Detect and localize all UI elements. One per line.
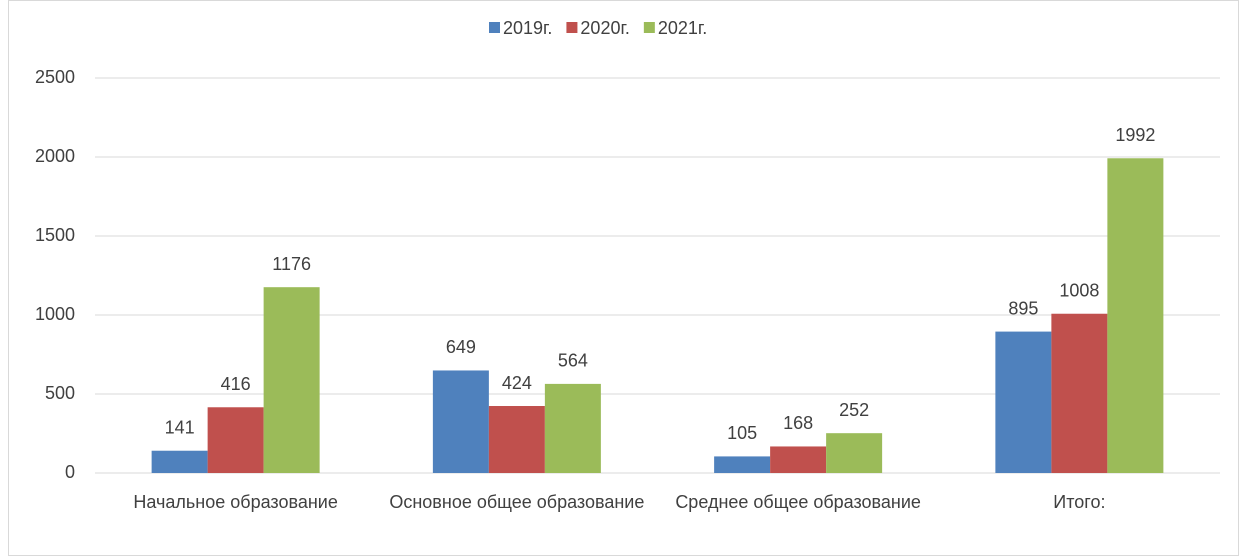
y-tick-label: 1500 [35, 225, 75, 245]
bar [432, 370, 489, 473]
chart-border [8, 0, 1239, 556]
y-tick-label: 1000 [35, 304, 75, 324]
x-tick-label: Основное общее образование [389, 492, 645, 512]
legend-label: 2021г. [658, 18, 707, 38]
x-tick-label: Среднее общее образование [675, 492, 921, 512]
bar [1107, 158, 1164, 473]
bar [207, 407, 264, 473]
legend-swatch [566, 22, 578, 33]
data-label: 1008 [1059, 280, 1099, 300]
y-tick-label: 500 [45, 383, 75, 403]
y-tick-label: 2500 [35, 67, 75, 87]
data-label: 252 [839, 400, 869, 420]
data-label: 649 [446, 337, 476, 357]
x-tick-label: Итого: [1053, 492, 1106, 512]
legend-swatch [643, 22, 655, 33]
data-label: 1176 [272, 254, 311, 274]
data-label: 1992 [1115, 125, 1155, 145]
bar [714, 456, 771, 473]
x-tick-label: Начальное образование [133, 492, 338, 512]
bar [995, 331, 1052, 473]
bar [826, 433, 883, 473]
data-label: 416 [221, 374, 251, 394]
bar [151, 450, 208, 473]
legend-label: 2019г. [503, 18, 552, 38]
bar [544, 383, 601, 473]
bar [770, 446, 827, 473]
data-label: 105 [727, 423, 757, 443]
bar [488, 406, 545, 473]
legend-label: 2020г. [580, 18, 629, 38]
data-label: 141 [165, 417, 195, 437]
data-label: 895 [1008, 298, 1038, 318]
bar [263, 287, 320, 473]
data-label: 424 [502, 373, 532, 393]
y-tick-label: 2000 [35, 146, 75, 166]
data-label: 564 [558, 351, 588, 371]
data-label: 168 [783, 413, 813, 433]
legend-swatch [489, 22, 500, 33]
bar [1051, 313, 1108, 473]
y-tick-label: 0 [65, 462, 75, 482]
